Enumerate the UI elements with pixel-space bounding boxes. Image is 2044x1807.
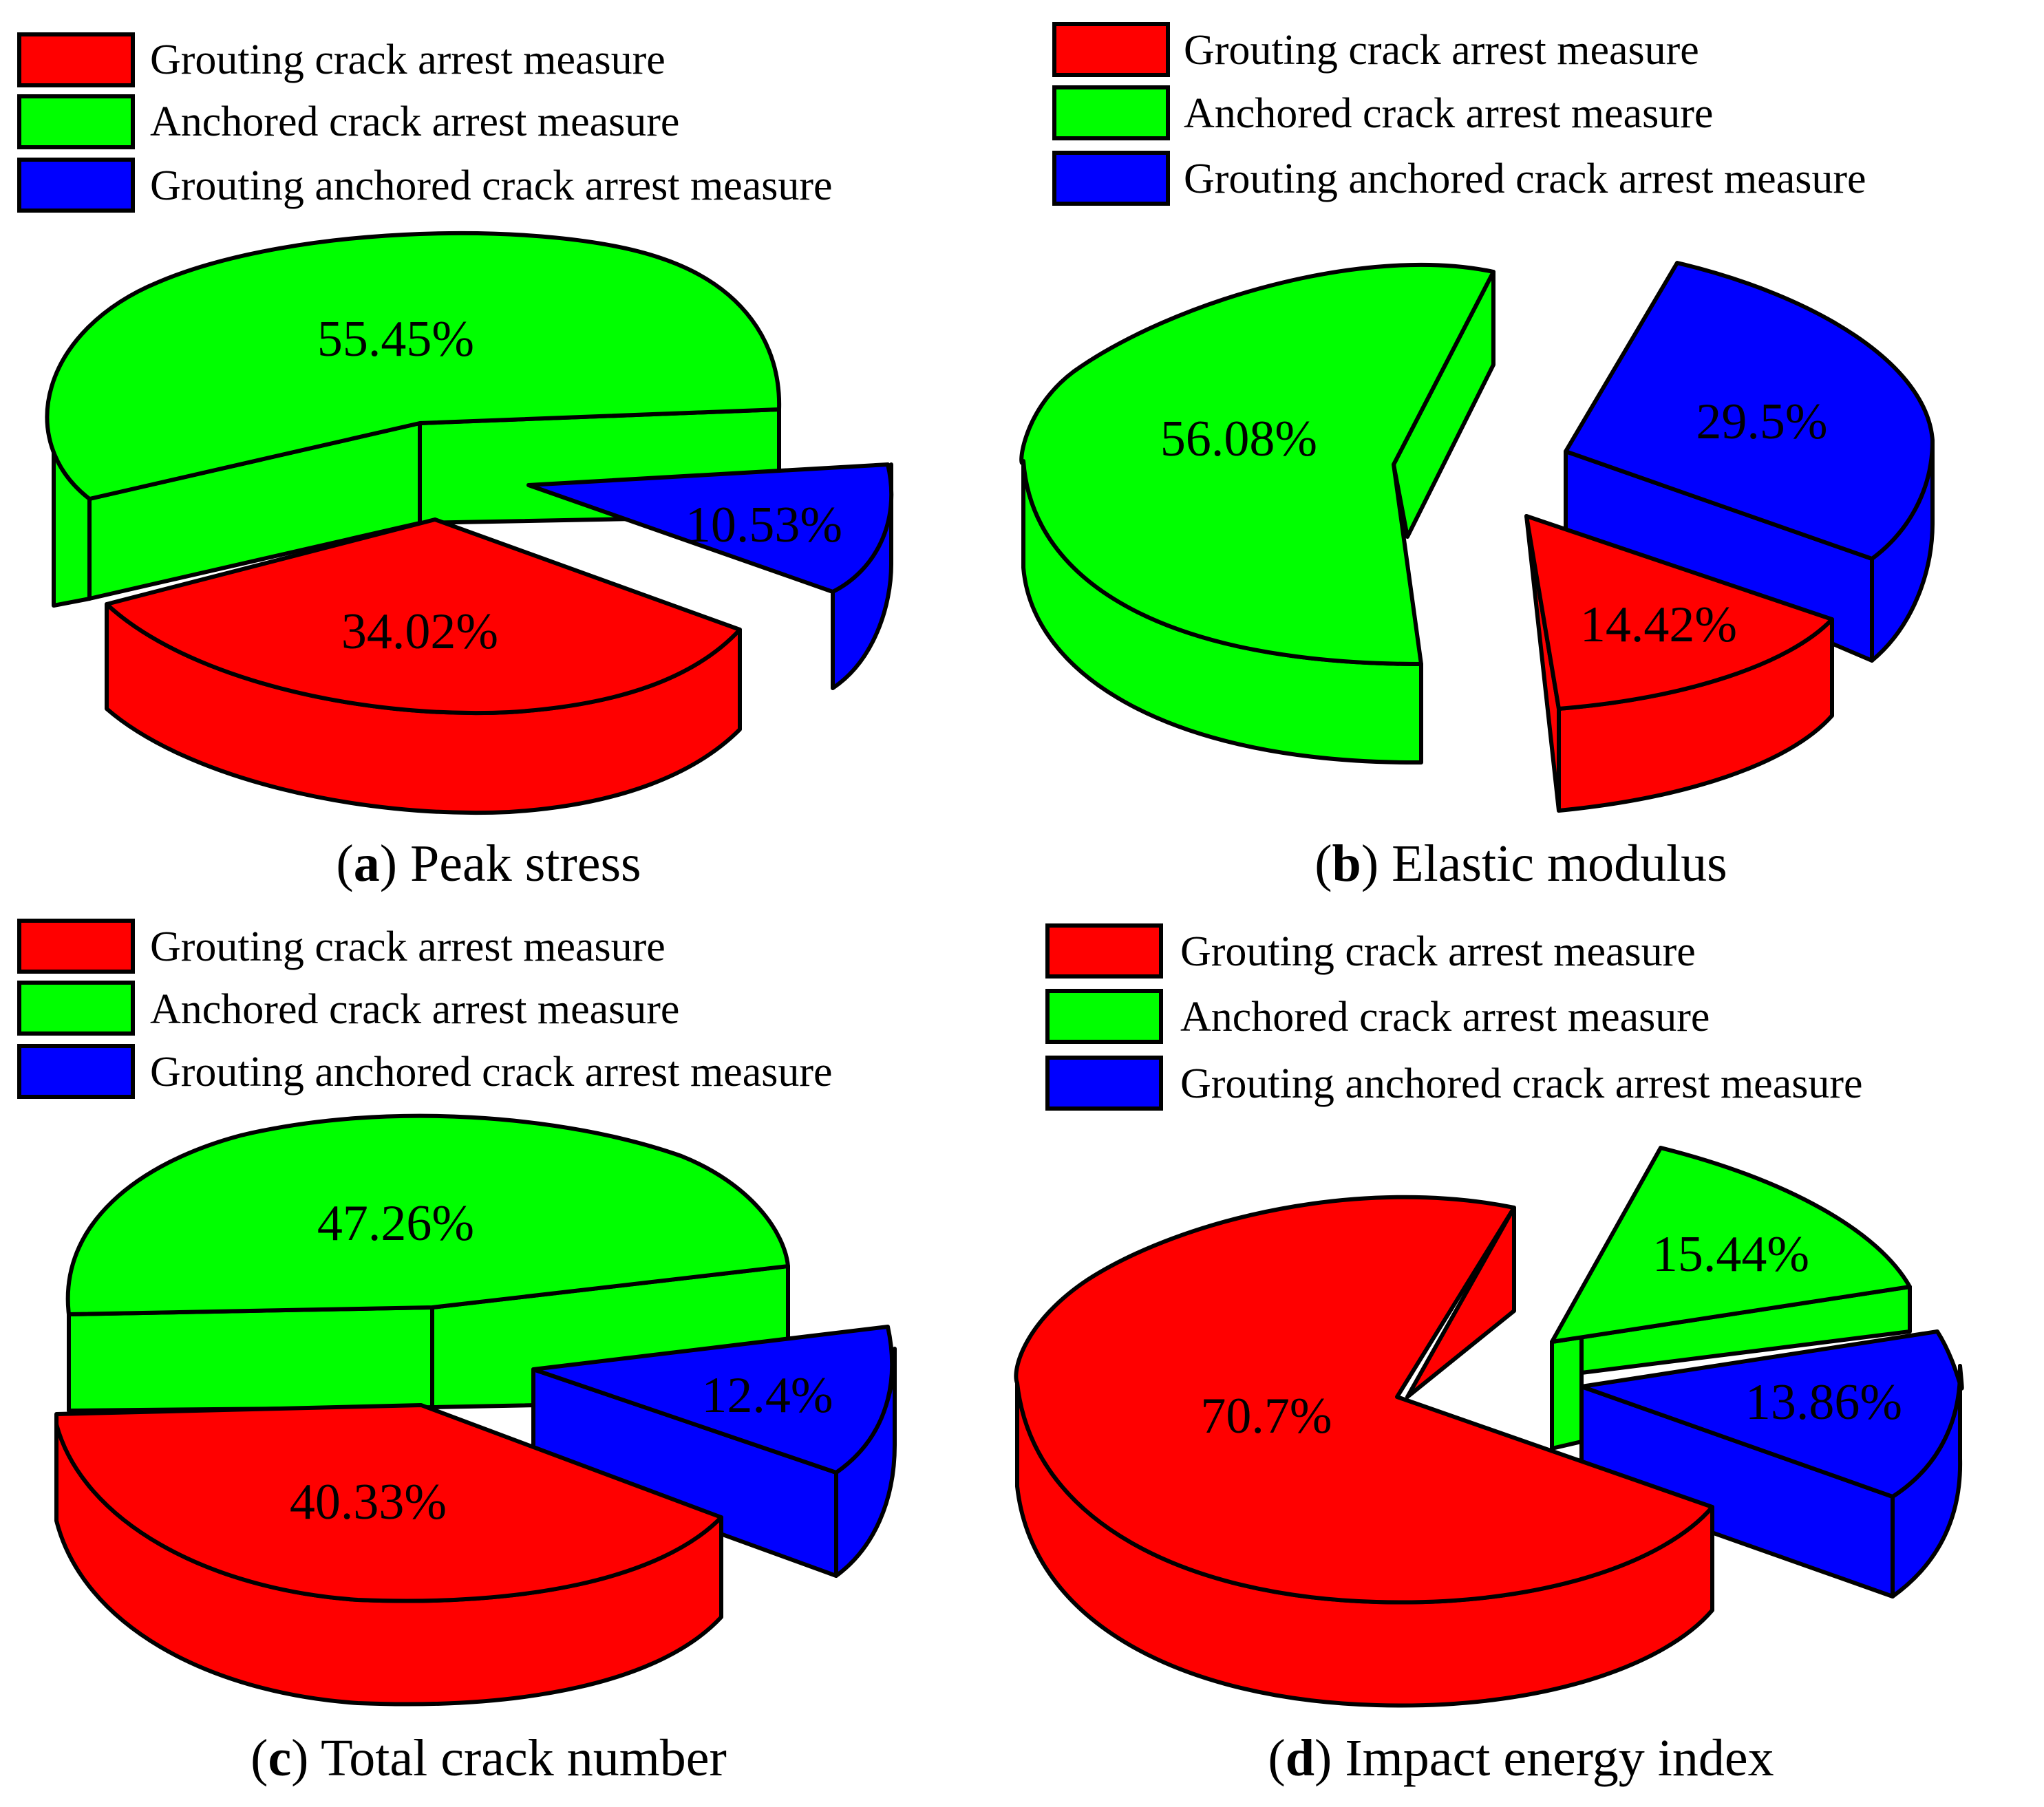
- pie-b-label-grouting: 14.42%: [1580, 597, 1737, 653]
- legend-d-swatch-grouting-anchored: [1045, 1056, 1163, 1111]
- pie-b-grouting-anchored-top: [1564, 261, 1935, 561]
- legend-a-swatch-grouting-anchored: [17, 158, 135, 213]
- caption-b: (b) Elastic modulus: [1314, 835, 1727, 892]
- pie-b-label-grouting-anchored: 29.5%: [1696, 394, 1827, 450]
- caption-b-title: Elastic modulus: [1392, 835, 1727, 892]
- pie-d: [1014, 1146, 1964, 1708]
- pie-d-label-grouting: 70.7%: [1200, 1388, 1332, 1444]
- pie-d-label-grouting-anchored: 13.86%: [1745, 1374, 1902, 1431]
- pie-a-grouting-anchored-top: [526, 462, 894, 594]
- legend-a-swatch-grouting: [17, 32, 135, 87]
- legend-b-label-grouting: Grouting crack arrest measure: [1184, 27, 1699, 74]
- caption-d-title: Impact energy index: [1345, 1729, 1774, 1787]
- panel-c: Grouting crack arrest measure Anchored c…: [17, 919, 897, 1787]
- legend-d-swatch-grouting: [1045, 923, 1163, 979]
- caption-b-letter: b: [1332, 835, 1361, 892]
- pie-a-grouting-top: [105, 517, 742, 716]
- pie-b-grouting-top: [1524, 514, 1834, 711]
- legend-d-label-anchored: Anchored crack arrest measure: [1180, 994, 1710, 1040]
- legend-d-label-grouting: Grouting crack arrest measure: [1180, 928, 1696, 975]
- caption-a-letter: a: [354, 835, 380, 892]
- panel-a: Grouting crack arrest measure Anchored c…: [17, 32, 894, 892]
- pie-c-label-anchored: 47.26%: [317, 1195, 474, 1252]
- pie-b: [1019, 261, 1935, 813]
- legend-b-label-grouting-anchored: Grouting anchored crack arrest measure: [1184, 156, 1866, 202]
- pie-c-label-grouting: 40.33%: [290, 1474, 447, 1530]
- caption-a: (a) Peak stress: [336, 835, 641, 892]
- caption-c-title: Total crack number: [321, 1729, 727, 1787]
- caption-d: (d) Impact energy index: [1268, 1729, 1774, 1787]
- legend-b-swatch-grouting: [1052, 22, 1170, 77]
- panel-d: Grouting crack arrest measure Anchored c…: [1014, 923, 1964, 1787]
- pie-d-grouting-anchored-top: [1579, 1329, 1964, 1499]
- legend-d-label-grouting-anchored: Grouting anchored crack arrest measure: [1180, 1060, 1863, 1107]
- legend-b-label-anchored: Anchored crack arrest measure: [1184, 90, 1713, 137]
- legend-a-swatch-anchored: [17, 94, 135, 149]
- legend-a: Grouting crack arrest measure Anchored c…: [17, 32, 833, 213]
- caption-c: (c) Total crack number: [251, 1729, 727, 1787]
- pie-d-anchored-top: [1550, 1146, 1912, 1344]
- panel-b: Grouting crack arrest measure Anchored c…: [1019, 22, 1935, 892]
- pie-b-label-anchored: 56.08%: [1160, 411, 1317, 467]
- legend-c-label-grouting: Grouting crack arrest measure: [150, 923, 666, 970]
- pie-c-anchored-side: [67, 1305, 434, 1413]
- pie-a-anchored-top: [45, 231, 782, 501]
- legend-b-swatch-anchored: [1052, 85, 1170, 140]
- pie-a-label-anchored: 55.45%: [317, 311, 474, 367]
- legend-c-swatch-grouting: [17, 919, 135, 974]
- legend-c-swatch-grouting-anchored: [17, 1044, 135, 1099]
- legend-d-swatch-anchored: [1045, 989, 1163, 1044]
- pie-a-label-grouting: 34.02%: [341, 603, 498, 660]
- legend-a-label-grouting-anchored: Grouting anchored crack arrest measure: [150, 162, 833, 209]
- pie-c-anchored-top: [65, 1113, 790, 1316]
- legend-c-label-grouting-anchored: Grouting anchored crack arrest measure: [150, 1049, 833, 1095]
- pie-c-grouting-anchored-top: [531, 1325, 895, 1475]
- legend-a-label-grouting: Grouting crack arrest measure: [150, 36, 666, 83]
- pie-c-label-grouting-anchored: 12.4%: [701, 1367, 833, 1424]
- caption-a-title: Peak stress: [410, 835, 641, 892]
- pie-d-label-anchored: 15.44%: [1652, 1226, 1809, 1283]
- pie-d-anchored-side: [1550, 1335, 1584, 1451]
- pie-d-grouting-top: [1014, 1195, 1714, 1605]
- legend-c-label-anchored: Anchored crack arrest measure: [150, 986, 679, 1033]
- pie-d-grouting-side: [1405, 1206, 1516, 1399]
- legend-a-label-anchored: Anchored crack arrest measure: [150, 98, 679, 145]
- pie-c-grouting-top: [54, 1403, 723, 1603]
- legend-b: Grouting crack arrest measure Anchored c…: [1052, 22, 1866, 206]
- caption-c-letter: c: [268, 1729, 291, 1787]
- legend-d: Grouting crack arrest measure Anchored c…: [1045, 923, 1863, 1111]
- pie-a-label-grouting-anchored: 10.53%: [685, 497, 842, 553]
- pie-c: [54, 1113, 897, 1707]
- legend-b-swatch-grouting-anchored: [1052, 151, 1170, 206]
- pie-a: [45, 231, 894, 815]
- legend-c: Grouting crack arrest measure Anchored c…: [17, 919, 833, 1099]
- caption-d-letter: d: [1286, 1729, 1314, 1787]
- legend-c-swatch-anchored: [17, 981, 135, 1036]
- pie-b-anchored-top: [1019, 263, 1495, 666]
